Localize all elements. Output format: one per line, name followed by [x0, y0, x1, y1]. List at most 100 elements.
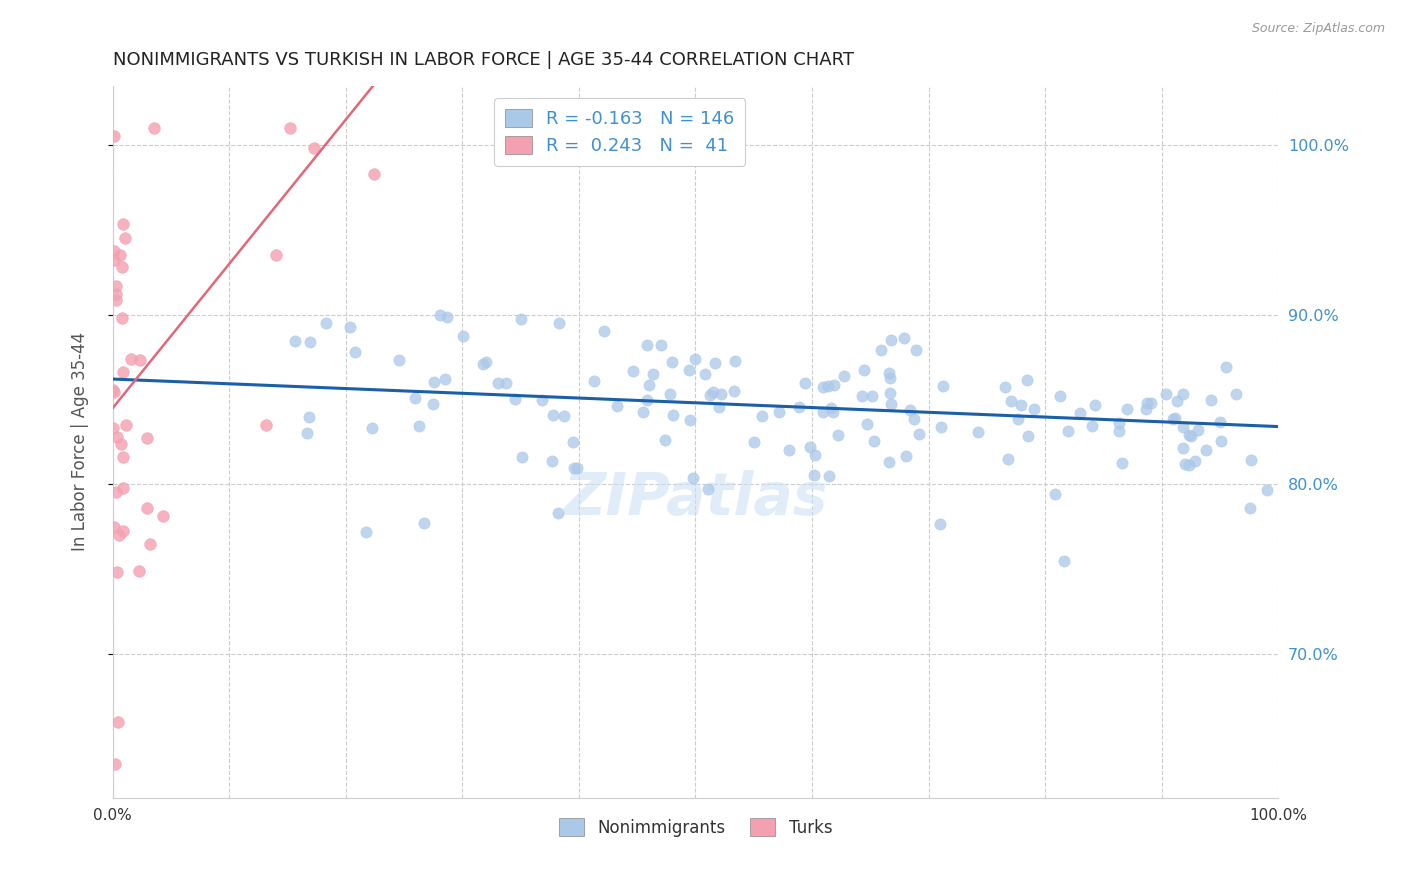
Point: [553, 409, 575, 424]
Point: [879, 385, 901, 400]
Point: [266, 248, 288, 262]
Point: [111, 481, 134, 495]
Point: [531, 393, 554, 408]
Point: [360, 421, 382, 435]
Point: [565, 461, 588, 475]
Point: [799, 440, 821, 454]
Point: [699, 388, 721, 402]
Point: [128, 564, 150, 578]
Point: [408, 419, 430, 434]
Point: [446, 57, 468, 71]
Point: [474, 355, 496, 369]
Point: [1108, 417, 1130, 431]
Point: [778, 443, 800, 458]
Point: [820, 401, 842, 416]
Point: [110, 260, 132, 274]
Point: [1209, 415, 1232, 429]
Point: [997, 452, 1019, 467]
Point: [1156, 387, 1178, 401]
Point: [112, 217, 135, 231]
Point: [817, 468, 839, 483]
Point: [422, 397, 444, 411]
Point: [1053, 553, 1076, 567]
Point: [877, 366, 900, 380]
Point: [851, 389, 873, 403]
Point: [1017, 429, 1039, 443]
Point: [1209, 434, 1232, 449]
Point: [510, 312, 533, 326]
Point: [486, 376, 509, 390]
Point: [811, 379, 834, 393]
Point: [710, 387, 733, 401]
Point: [678, 363, 700, 377]
Point: [103, 384, 125, 398]
Point: [682, 471, 704, 485]
Point: [928, 516, 950, 531]
Point: [593, 324, 616, 338]
Point: [1225, 387, 1247, 401]
Point: [723, 354, 745, 368]
Point: [503, 392, 526, 406]
Point: [547, 506, 569, 520]
Point: [898, 403, 921, 417]
Point: [751, 409, 773, 423]
Point: [768, 405, 790, 419]
Point: [702, 385, 724, 400]
Point: [143, 120, 166, 135]
Point: [1180, 429, 1202, 443]
Point: [1184, 454, 1206, 468]
Point: [495, 376, 517, 390]
Point: [284, 334, 307, 348]
Point: [817, 379, 839, 393]
Point: [562, 460, 585, 475]
Point: [1108, 424, 1130, 438]
Point: [110, 437, 132, 451]
Point: [967, 425, 990, 439]
Point: [1239, 501, 1261, 516]
Point: [583, 374, 606, 388]
Point: [903, 411, 925, 425]
Point: [908, 426, 931, 441]
Point: [298, 335, 321, 350]
Point: [404, 391, 426, 405]
Point: [103, 520, 125, 534]
Point: [104, 293, 127, 307]
Point: [278, 120, 301, 135]
Point: [1084, 399, 1107, 413]
Point: [422, 375, 444, 389]
Point: [1080, 418, 1102, 433]
Legend: Nonimmigrants, Turks: Nonimmigrants, Turks: [553, 812, 839, 843]
Point: [103, 244, 125, 258]
Point: [821, 405, 844, 419]
Point: [813, 405, 835, 419]
Point: [152, 508, 174, 523]
Point: [869, 343, 891, 357]
Point: [120, 351, 142, 366]
Point: [1161, 412, 1184, 426]
Point: [855, 417, 877, 431]
Point: [138, 536, 160, 550]
Point: [1010, 398, 1032, 412]
Point: [1135, 402, 1157, 417]
Point: [905, 343, 928, 357]
Point: [1166, 393, 1188, 408]
Point: [827, 428, 849, 442]
Point: [1007, 412, 1029, 426]
Point: [803, 467, 825, 482]
Point: [254, 417, 277, 432]
Point: [1136, 396, 1159, 410]
Point: [295, 426, 318, 441]
Point: [104, 279, 127, 293]
Point: [606, 399, 628, 413]
Point: [723, 384, 745, 399]
Point: [114, 231, 136, 245]
Point: [1215, 360, 1237, 375]
Point: [1164, 411, 1187, 425]
Point: [1057, 424, 1080, 438]
Point: [894, 449, 917, 463]
Point: [112, 450, 135, 465]
Point: [929, 420, 952, 434]
Point: [105, 430, 128, 444]
Point: [742, 434, 765, 449]
Point: [707, 400, 730, 414]
